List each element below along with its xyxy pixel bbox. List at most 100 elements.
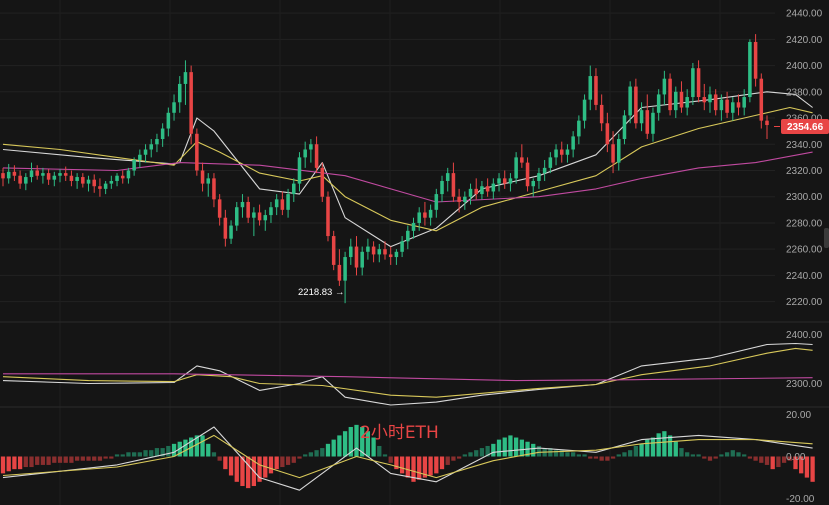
candle-up bbox=[622, 115, 627, 140]
histogram-bar-negative bbox=[804, 456, 810, 478]
histogram-bar-negative bbox=[297, 456, 302, 459]
candle-down bbox=[69, 175, 74, 181]
histogram-bar-positive bbox=[211, 452, 217, 457]
candle-down bbox=[223, 217, 228, 239]
histogram-bar-positive bbox=[724, 452, 730, 457]
histogram-bar-negative bbox=[605, 456, 610, 461]
candle-down bbox=[388, 254, 393, 258]
histogram-bar-positive bbox=[462, 454, 467, 457]
candle-up bbox=[571, 136, 575, 150]
candle-up bbox=[514, 157, 518, 179]
histogram-bar-negative bbox=[599, 456, 604, 461]
histogram-bar-positive bbox=[377, 445, 382, 457]
histogram-bar-positive bbox=[679, 448, 684, 457]
candle-up bbox=[6, 171, 11, 179]
histogram-bar-negative bbox=[793, 456, 798, 470]
histogram-bar-negative bbox=[588, 456, 593, 459]
histogram-bar-positive bbox=[474, 450, 479, 457]
histogram-bar-positive bbox=[559, 450, 564, 457]
histogram-bar-negative bbox=[234, 456, 239, 482]
candle-up bbox=[417, 212, 421, 223]
histogram-bar-positive bbox=[633, 445, 639, 457]
candle-down bbox=[195, 133, 199, 171]
histogram-bar-positive bbox=[576, 454, 581, 457]
price-tick-label: 2420.00 bbox=[786, 35, 823, 46]
candle-up bbox=[41, 173, 45, 176]
candle-up bbox=[234, 207, 239, 226]
histogram-bar-positive bbox=[348, 426, 353, 457]
histogram-bar-positive bbox=[160, 448, 165, 457]
low-price-label: 2218.83 → bbox=[298, 287, 344, 298]
histogram-bar-positive bbox=[337, 435, 342, 457]
histogram-bar-positive bbox=[673, 441, 678, 457]
oscillator-tick-label: -20.00 bbox=[786, 494, 815, 505]
candle-up bbox=[343, 257, 347, 281]
candle-down bbox=[457, 196, 461, 202]
histogram-bar-negative bbox=[799, 456, 804, 474]
histogram-bar-negative bbox=[702, 456, 707, 459]
oscillator-line bbox=[2, 434, 813, 479]
histogram-bar-positive bbox=[656, 433, 661, 457]
histogram-bar-negative bbox=[0, 456, 6, 474]
price-tick-label: 2320.00 bbox=[786, 166, 823, 177]
histogram-bar-positive bbox=[206, 443, 211, 457]
histogram-bar-positive bbox=[502, 437, 507, 457]
candle-up bbox=[440, 180, 444, 195]
candle-up bbox=[531, 180, 536, 187]
candle-down bbox=[81, 177, 85, 184]
histogram-bar-negative bbox=[422, 456, 428, 478]
candle-down bbox=[753, 41, 758, 79]
candle-up bbox=[24, 177, 28, 184]
candle-down bbox=[474, 188, 478, 195]
candle-up bbox=[132, 160, 136, 171]
histogram-bar-negative bbox=[593, 456, 599, 459]
candle-up bbox=[143, 149, 148, 155]
histogram-bar-positive bbox=[519, 439, 524, 457]
candle-up bbox=[138, 154, 142, 160]
oscillator-line bbox=[2, 426, 813, 491]
candle-up bbox=[206, 178, 211, 184]
candle-down bbox=[451, 173, 456, 197]
candle-up bbox=[497, 178, 501, 184]
candle-down bbox=[257, 212, 262, 221]
histogram-bar-positive bbox=[742, 454, 747, 457]
histogram-bar-positive bbox=[308, 452, 314, 457]
moving-average-line bbox=[2, 106, 813, 232]
candle-up bbox=[508, 178, 513, 184]
candle-down bbox=[559, 149, 564, 155]
histogram-bar-negative bbox=[223, 456, 228, 470]
candle-up bbox=[183, 72, 188, 84]
histogram-bar-positive bbox=[320, 448, 325, 457]
candle-up bbox=[463, 196, 467, 202]
candle-down bbox=[46, 173, 51, 180]
histogram-bar-positive bbox=[690, 454, 696, 457]
candle-up bbox=[349, 246, 353, 258]
histogram-bar-positive bbox=[685, 452, 690, 457]
candle-down bbox=[696, 68, 701, 98]
histogram-bar-negative bbox=[52, 456, 57, 463]
candle-up bbox=[742, 97, 746, 108]
candle-down bbox=[645, 110, 650, 134]
histogram-bar-negative bbox=[86, 456, 91, 461]
price-tick-label: 2260.00 bbox=[786, 245, 823, 256]
candle-down bbox=[599, 104, 604, 124]
candle-down bbox=[525, 162, 530, 187]
candle-up bbox=[75, 177, 79, 181]
price-tick-label: 2440.00 bbox=[786, 9, 823, 20]
histogram-bar-positive bbox=[582, 454, 587, 457]
histogram-bar-negative bbox=[428, 456, 433, 476]
histogram-bar-positive bbox=[513, 437, 519, 457]
price-tick-label: 2400.00 bbox=[786, 61, 823, 72]
candle-up bbox=[588, 76, 593, 100]
histogram-bar-positive bbox=[645, 439, 650, 457]
scroll-handle[interactable] bbox=[824, 228, 829, 248]
histogram-bar-positive bbox=[730, 450, 735, 457]
candle-down bbox=[611, 144, 615, 163]
candle-up bbox=[537, 173, 541, 181]
histogram-bar-positive bbox=[183, 439, 188, 457]
histogram-bar-positive bbox=[616, 454, 621, 457]
histogram-bar-positive bbox=[553, 450, 559, 457]
